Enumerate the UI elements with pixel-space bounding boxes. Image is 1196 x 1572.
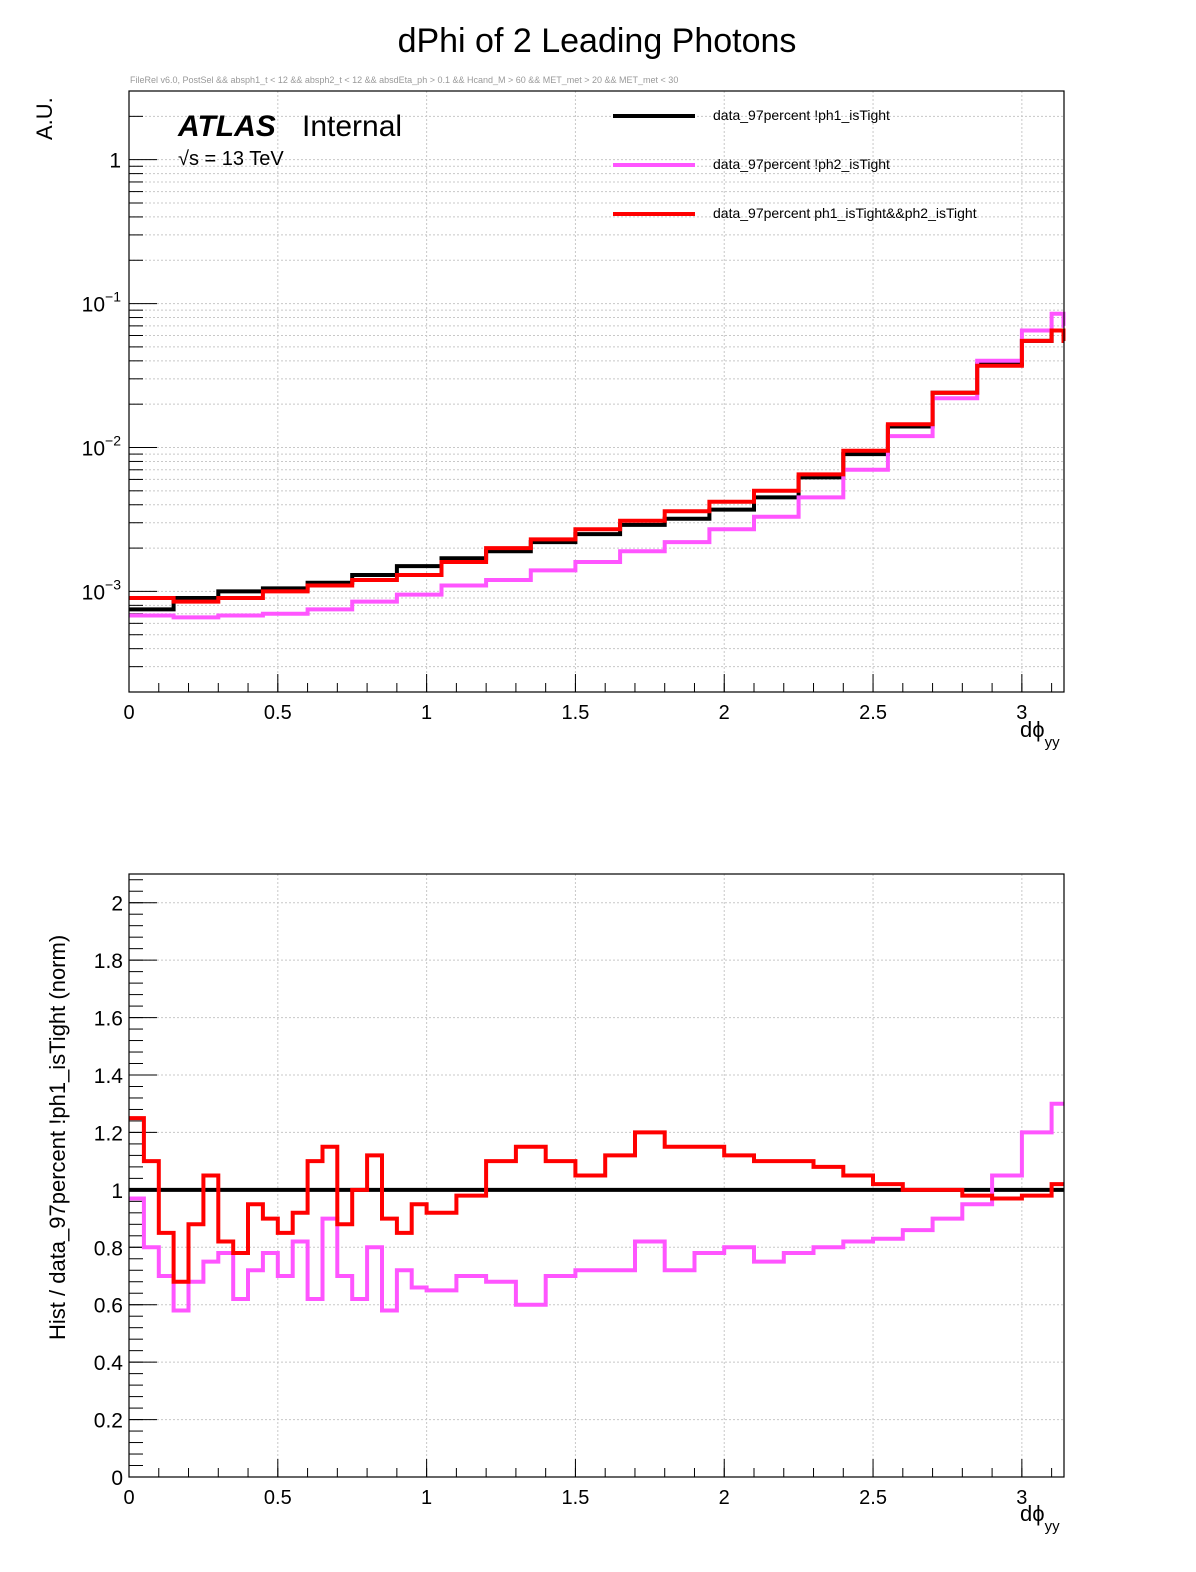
top-grid xyxy=(129,90,1064,693)
top-xlabel: dϕyy xyxy=(1020,717,1060,751)
y-tick-base: 10 xyxy=(82,294,105,317)
y-tick-label: 1 xyxy=(111,1180,123,1203)
series-line-magenta xyxy=(129,311,1066,620)
x-tick-label: 2 xyxy=(719,702,730,724)
y-tick-label: 2 xyxy=(111,893,123,916)
y-tick-label: 0.4 xyxy=(94,1352,124,1375)
bottom-xlabel-main: dϕ xyxy=(1020,1501,1045,1526)
bottom-panel: 0 0.5 1 1.5 2 2.5 3 0 0.2 0.4 0.6 0.8 1 1.2 1.4 1.6 1.8 2… xyxy=(45,873,1065,1535)
series-line-red xyxy=(129,328,1066,604)
legend: data_97percent !ph1_isTight data_97perce… xyxy=(613,107,977,221)
energy-label: √s = 13 TeV xyxy=(178,148,284,170)
legend-label-magenta: data_97percent !ph2_isTight xyxy=(713,156,890,172)
x-tick-label: 1.5 xyxy=(562,1487,590,1509)
y-tick-label: 0.6 xyxy=(94,1295,123,1318)
y-tick-label: 0.8 xyxy=(94,1237,123,1260)
x-tick-label: 2.5 xyxy=(859,702,887,724)
top-series xyxy=(129,311,1066,620)
y-tick-label: 10−3 xyxy=(82,576,122,604)
y-tick-label: 0 xyxy=(111,1467,123,1490)
y-tick-label: 1.4 xyxy=(94,1065,124,1088)
bottom-series xyxy=(129,1101,1064,1313)
y-tick-base: 10 xyxy=(82,581,105,604)
top-frame xyxy=(128,90,1065,693)
x-tick-label: 0 xyxy=(123,1487,134,1509)
bottom-axis-ticks: 0 0.5 1 1.5 2 2.5 3 0 0.2 0.4 0.6 0.8 1 1.2 1.4 1.6 1.8 2 xyxy=(94,879,1053,1509)
top-xlabel-main: dϕ xyxy=(1020,717,1045,742)
x-tick-label: 2.5 xyxy=(859,1487,887,1509)
top-xlabel-sub: yy xyxy=(1045,734,1061,751)
plot-title: dPhi of 2 Leading Photons xyxy=(398,22,797,60)
x-tick-label: 1 xyxy=(421,702,432,724)
y-tick-label: 1.8 xyxy=(94,950,123,973)
x-tick-label: 0 xyxy=(123,702,134,724)
y-tick-label: 10−2 xyxy=(82,432,122,460)
selection-text: FileRel v6.0, PostSel && absph1_t < 12 &… xyxy=(130,75,678,85)
legend-label-black: data_97percent !ph1_isTight xyxy=(713,107,890,123)
series-line-red xyxy=(129,1116,1064,1284)
x-tick-label: 2 xyxy=(719,1487,730,1509)
x-tick-label: 1 xyxy=(421,1487,432,1509)
series-line-magenta xyxy=(129,1101,1064,1313)
y-tick-exp: −1 xyxy=(105,289,121,305)
y-tick-label: 0.2 xyxy=(94,1410,123,1433)
y-tick-label: 10−1 xyxy=(82,289,122,317)
x-tick-label: 3 xyxy=(1016,702,1027,724)
y-tick-label: 1 xyxy=(109,150,121,173)
bottom-xlabel-sub: yy xyxy=(1045,1518,1061,1535)
y-tick-label: 1.6 xyxy=(94,1008,123,1031)
y-tick-exp: −3 xyxy=(105,576,121,592)
legend-label-red: data_97percent ph1_isTight&&ph2_isTight xyxy=(713,205,977,221)
y-tick-exp: −2 xyxy=(105,432,121,448)
atlas-status: Internal xyxy=(302,110,402,143)
x-tick-label: 3 xyxy=(1016,1487,1027,1509)
x-tick-label: 0.5 xyxy=(264,1487,292,1509)
top-ylabel: A.U. xyxy=(32,97,57,140)
atlas-label: ATLAS xyxy=(177,110,276,143)
y-tick-base: 10 xyxy=(82,437,105,460)
x-tick-label: 0.5 xyxy=(264,702,292,724)
y-tick-label: 1.2 xyxy=(94,1122,123,1145)
bottom-ylabel: Hist / data_97percent !ph1_isTight (norm… xyxy=(45,935,70,1340)
x-tick-label: 1.5 xyxy=(562,702,590,724)
bottom-frame xyxy=(128,873,1065,1478)
bottom-xlabel: dϕyy xyxy=(1020,1501,1060,1535)
